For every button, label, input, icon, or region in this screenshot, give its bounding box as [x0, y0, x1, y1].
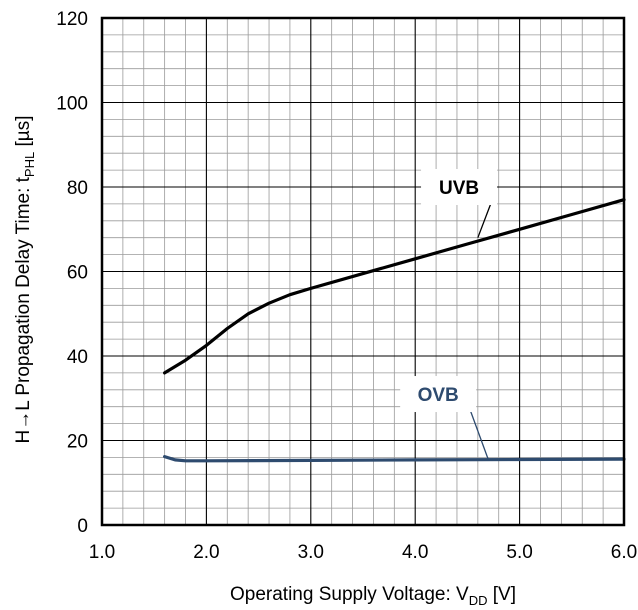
y-tick-label: 40 — [67, 347, 88, 368]
uvb-leader-line — [477, 202, 492, 238]
tick-labels: 1.0 2.0 3.0 4.0 5.0 6.0 0 20 40 60 80 100 120 — [56, 9, 637, 563]
uvb-series-label: UVB — [439, 178, 479, 199]
ovb-label-box — [400, 376, 477, 413]
ovb-leader-line — [469, 409, 489, 460]
y-tick-label: 20 — [67, 432, 88, 453]
x-tick-label: 6.0 — [611, 542, 637, 563]
x-tick-label: 3.0 — [298, 542, 324, 563]
x-tick-label: 5.0 — [506, 542, 532, 563]
y-axis-title: H→L Propagation Delay Time: tPHL [µs] — [13, 115, 37, 443]
y-tick-label: 120 — [56, 9, 88, 30]
ovb-series-label: OVB — [418, 385, 459, 406]
y-tick-label: 100 — [56, 94, 88, 115]
y-axis-title-unit: [µs] — [13, 115, 34, 151]
y-axis-title-main: H→L Propagation Delay Time: t — [13, 176, 34, 443]
y-axis-title-sub: PHL — [22, 152, 37, 177]
y-tick-label: 60 — [67, 263, 88, 284]
x-tick-label: 4.0 — [402, 542, 428, 563]
series-layer: UVB OVB — [163, 169, 626, 463]
x-axis-title-sub: DD — [469, 593, 488, 608]
y-tick-label: 0 — [77, 516, 88, 537]
x-tick-label: 2.0 — [193, 542, 219, 563]
x-axis-title-unit: [V] — [487, 584, 516, 605]
ovb-series-line — [163, 455, 626, 463]
x-axis-title-main: Operating Supply Voltage: V — [230, 584, 469, 605]
major-grid — [102, 18, 624, 525]
uvb-series-line — [163, 198, 626, 375]
x-axis-title: Operating Supply Voltage: VDD [V] — [230, 584, 516, 608]
plot-frame — [100, 16, 626, 527]
y-tick-label: 80 — [67, 178, 88, 199]
x-tick-label: 1.0 — [89, 542, 115, 563]
uvb-label-box — [421, 169, 498, 205]
